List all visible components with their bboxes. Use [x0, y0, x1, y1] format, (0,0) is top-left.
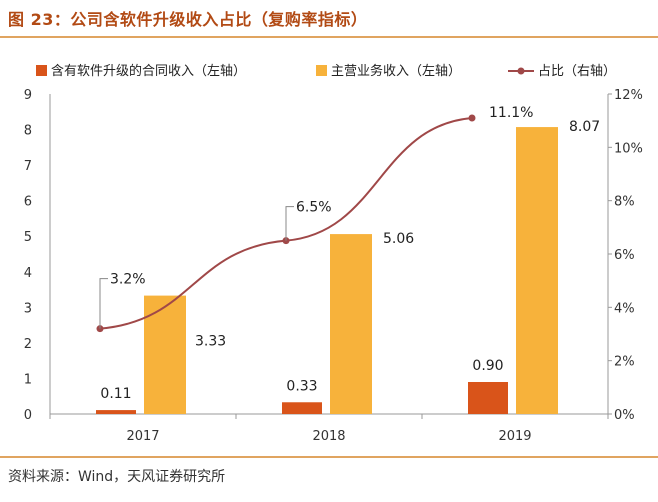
share-value-label: 3.2% [110, 272, 146, 288]
callout-leader-line [99, 278, 108, 329]
bar-software-upgrade-revenue [468, 382, 508, 414]
legend-swatch-software-upgrade [36, 65, 47, 76]
y-left-tick-label: 0 [24, 408, 32, 423]
bar-value-label: 3.33 [195, 334, 226, 350]
bar-value-label: 0.11 [100, 386, 131, 402]
title-divider [0, 36, 658, 38]
share-value-label: 6.5% [296, 200, 332, 216]
bar-value-label: 8.07 [569, 119, 600, 135]
source-note: 资料来源：Wind，天风证券研究所 [8, 469, 226, 485]
y-right-tick-label: 8% [614, 195, 635, 210]
y-left-tick-label: 5 [24, 230, 32, 245]
x-tick-label: 2019 [498, 429, 531, 444]
share-value-label: 11.1% [489, 105, 533, 121]
legend-label: 主营业务收入（左轴） [331, 63, 461, 79]
legend-swatch-main-business [316, 65, 327, 76]
y-right-tick-label: 6% [614, 248, 635, 263]
y-right-tick-label: 4% [614, 301, 635, 316]
y-right-tick-label: 12% [614, 88, 643, 103]
bar-software-upgrade-revenue [96, 410, 136, 414]
y-left-tick-label: 2 [24, 337, 32, 352]
legend-swatch-share-point [517, 67, 525, 75]
y-left-tick-label: 4 [24, 266, 32, 281]
y-right-tick-label: 2% [614, 355, 635, 370]
line-series-group [96, 114, 476, 333]
bar-value-label: 0.90 [472, 358, 503, 374]
legend: 含有软件升级的合同收入（左轴） 主营业务收入（左轴） 占比（右轴） [36, 63, 616, 79]
legend-label: 含有软件升级的合同收入（左轴） [51, 63, 246, 79]
bar-value-label: 0.33 [286, 378, 317, 394]
bars-group [96, 127, 558, 415]
y-left-tick-label: 3 [24, 301, 32, 316]
footer-divider [0, 456, 658, 458]
callout-leader-line [285, 206, 294, 241]
chart-title: 图 23：公司含软件升级收入占比（复购率指标） [8, 10, 368, 29]
bar-software-upgrade-revenue [282, 402, 322, 414]
y-left-tick-label: 6 [24, 195, 32, 210]
y-left-tick-label: 1 [24, 372, 32, 387]
y-left-tick-label: 9 [24, 88, 32, 103]
x-tick-label: 2018 [312, 429, 345, 444]
legend-label: 占比（右轴） [538, 64, 616, 79]
data-labels-group: 0.11 0.33 0.90 3.33 5.06 8.07 3.2% 6.5% 11.1% [100, 105, 600, 402]
share-line-point [468, 114, 476, 122]
y-left-tick-label: 7 [24, 159, 32, 174]
y-right-tick-label: 10% [614, 141, 643, 156]
bar-line-chart: 0 1 2 3 4 5 6 7 8 9 0% 2% 4% 6% 8% 10% 12% 2017 2018 2019 0… [24, 63, 643, 444]
bar-main-business-revenue [516, 127, 558, 415]
bar-value-label: 5.06 [383, 231, 414, 247]
bar-main-business-revenue [144, 295, 186, 414]
y-left-tick-label: 8 [24, 124, 32, 139]
axes-group: 0 1 2 3 4 5 6 7 8 9 0% 2% 4% 6% 8% 10% 12% 2017 2018 2019 [24, 88, 643, 444]
y-right-tick-label: 0% [614, 408, 635, 423]
bar-main-business-revenue [330, 234, 372, 414]
x-tick-label: 2017 [126, 429, 159, 444]
